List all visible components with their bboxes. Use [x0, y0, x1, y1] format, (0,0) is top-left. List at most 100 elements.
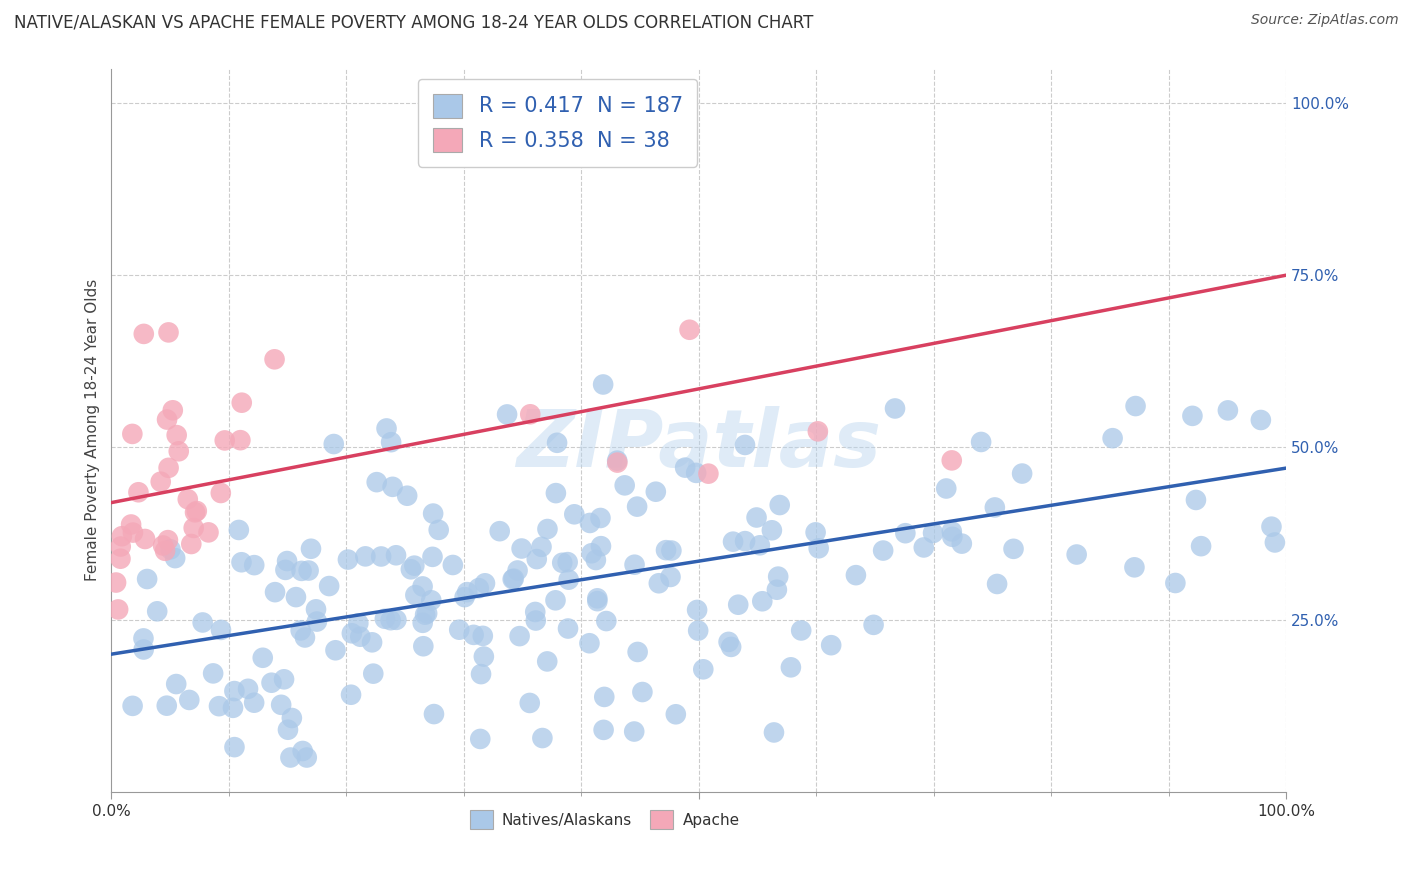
Point	[1216, 403, 1239, 417]
Point	[136, 572, 159, 586]
Point	[1066, 548, 1088, 562]
Point	[766, 569, 789, 583]
Point	[661, 543, 683, 558]
Point	[519, 407, 541, 421]
Point	[191, 615, 214, 630]
Point	[380, 435, 402, 450]
Point	[427, 523, 450, 537]
Point	[318, 579, 340, 593]
Point	[456, 585, 478, 599]
Text: NATIVE/ALASKAN VS APACHE FEMALE POVERTY AMONG 18-24 YEAR OLDS CORRELATION CHART: NATIVE/ALASKAN VS APACHE FEMALE POVERTY …	[14, 13, 814, 31]
Point	[121, 698, 143, 713]
Point	[519, 696, 541, 710]
Point	[340, 688, 363, 702]
Point	[197, 525, 219, 540]
Point	[209, 623, 232, 637]
Point	[347, 616, 370, 631]
Point	[673, 460, 696, 475]
Point	[153, 543, 176, 558]
Point	[186, 504, 208, 518]
Point	[551, 556, 574, 570]
Point	[536, 522, 558, 536]
Point	[546, 435, 568, 450]
Point	[592, 723, 614, 737]
Point	[449, 623, 471, 637]
Point	[422, 549, 444, 564]
Point	[659, 570, 682, 584]
Point	[595, 614, 617, 628]
Point	[1164, 576, 1187, 591]
Point	[276, 554, 298, 568]
Point	[157, 460, 180, 475]
Point	[224, 684, 246, 698]
Point	[270, 698, 292, 712]
Point	[166, 428, 188, 442]
Point	[420, 593, 443, 607]
Point	[340, 626, 363, 640]
Point	[941, 453, 963, 467]
Point	[214, 434, 236, 448]
Text: Source: ZipAtlas.com: Source: ZipAtlas.com	[1251, 13, 1399, 28]
Point	[162, 403, 184, 417]
Point	[127, 485, 149, 500]
Point	[1260, 519, 1282, 533]
Point	[986, 577, 1008, 591]
Point	[613, 478, 636, 492]
Point	[412, 615, 434, 630]
Point	[720, 640, 742, 654]
Point	[277, 723, 299, 737]
Point	[804, 525, 827, 540]
Point	[107, 602, 129, 616]
Point	[623, 724, 645, 739]
Point	[380, 613, 402, 627]
Point	[260, 675, 283, 690]
Legend: Natives/Alaskans, Apache: Natives/Alaskans, Apache	[464, 804, 745, 835]
Point	[167, 444, 190, 458]
Text: ZIPatlas: ZIPatlas	[516, 406, 882, 483]
Point	[105, 575, 128, 590]
Point	[264, 585, 287, 599]
Point	[349, 630, 371, 644]
Point	[631, 685, 654, 699]
Point	[159, 542, 181, 557]
Point	[761, 523, 783, 537]
Point	[769, 498, 792, 512]
Point	[467, 581, 489, 595]
Point	[385, 613, 408, 627]
Point	[290, 564, 312, 578]
Point	[648, 576, 671, 591]
Point	[531, 731, 554, 745]
Point	[1002, 541, 1025, 556]
Point	[298, 564, 321, 578]
Point	[748, 538, 770, 552]
Point	[146, 604, 169, 618]
Point	[557, 555, 579, 569]
Point	[623, 558, 645, 572]
Point	[243, 696, 266, 710]
Point	[581, 546, 603, 560]
Point	[111, 529, 134, 543]
Point	[381, 480, 404, 494]
Point	[807, 425, 830, 439]
Point	[1125, 399, 1147, 413]
Point	[1123, 560, 1146, 574]
Point	[692, 662, 714, 676]
Point	[626, 500, 648, 514]
Point	[510, 541, 533, 556]
Point	[224, 740, 246, 755]
Point	[606, 456, 628, 470]
Point	[862, 617, 884, 632]
Point	[780, 660, 803, 674]
Point	[592, 377, 614, 392]
Point	[281, 711, 304, 725]
Point	[152, 539, 174, 553]
Point	[984, 500, 1007, 515]
Point	[412, 579, 434, 593]
Point	[935, 482, 957, 496]
Point	[243, 558, 266, 573]
Point	[766, 582, 789, 597]
Point	[110, 540, 132, 554]
Point	[156, 533, 179, 548]
Point	[120, 517, 142, 532]
Point	[231, 395, 253, 409]
